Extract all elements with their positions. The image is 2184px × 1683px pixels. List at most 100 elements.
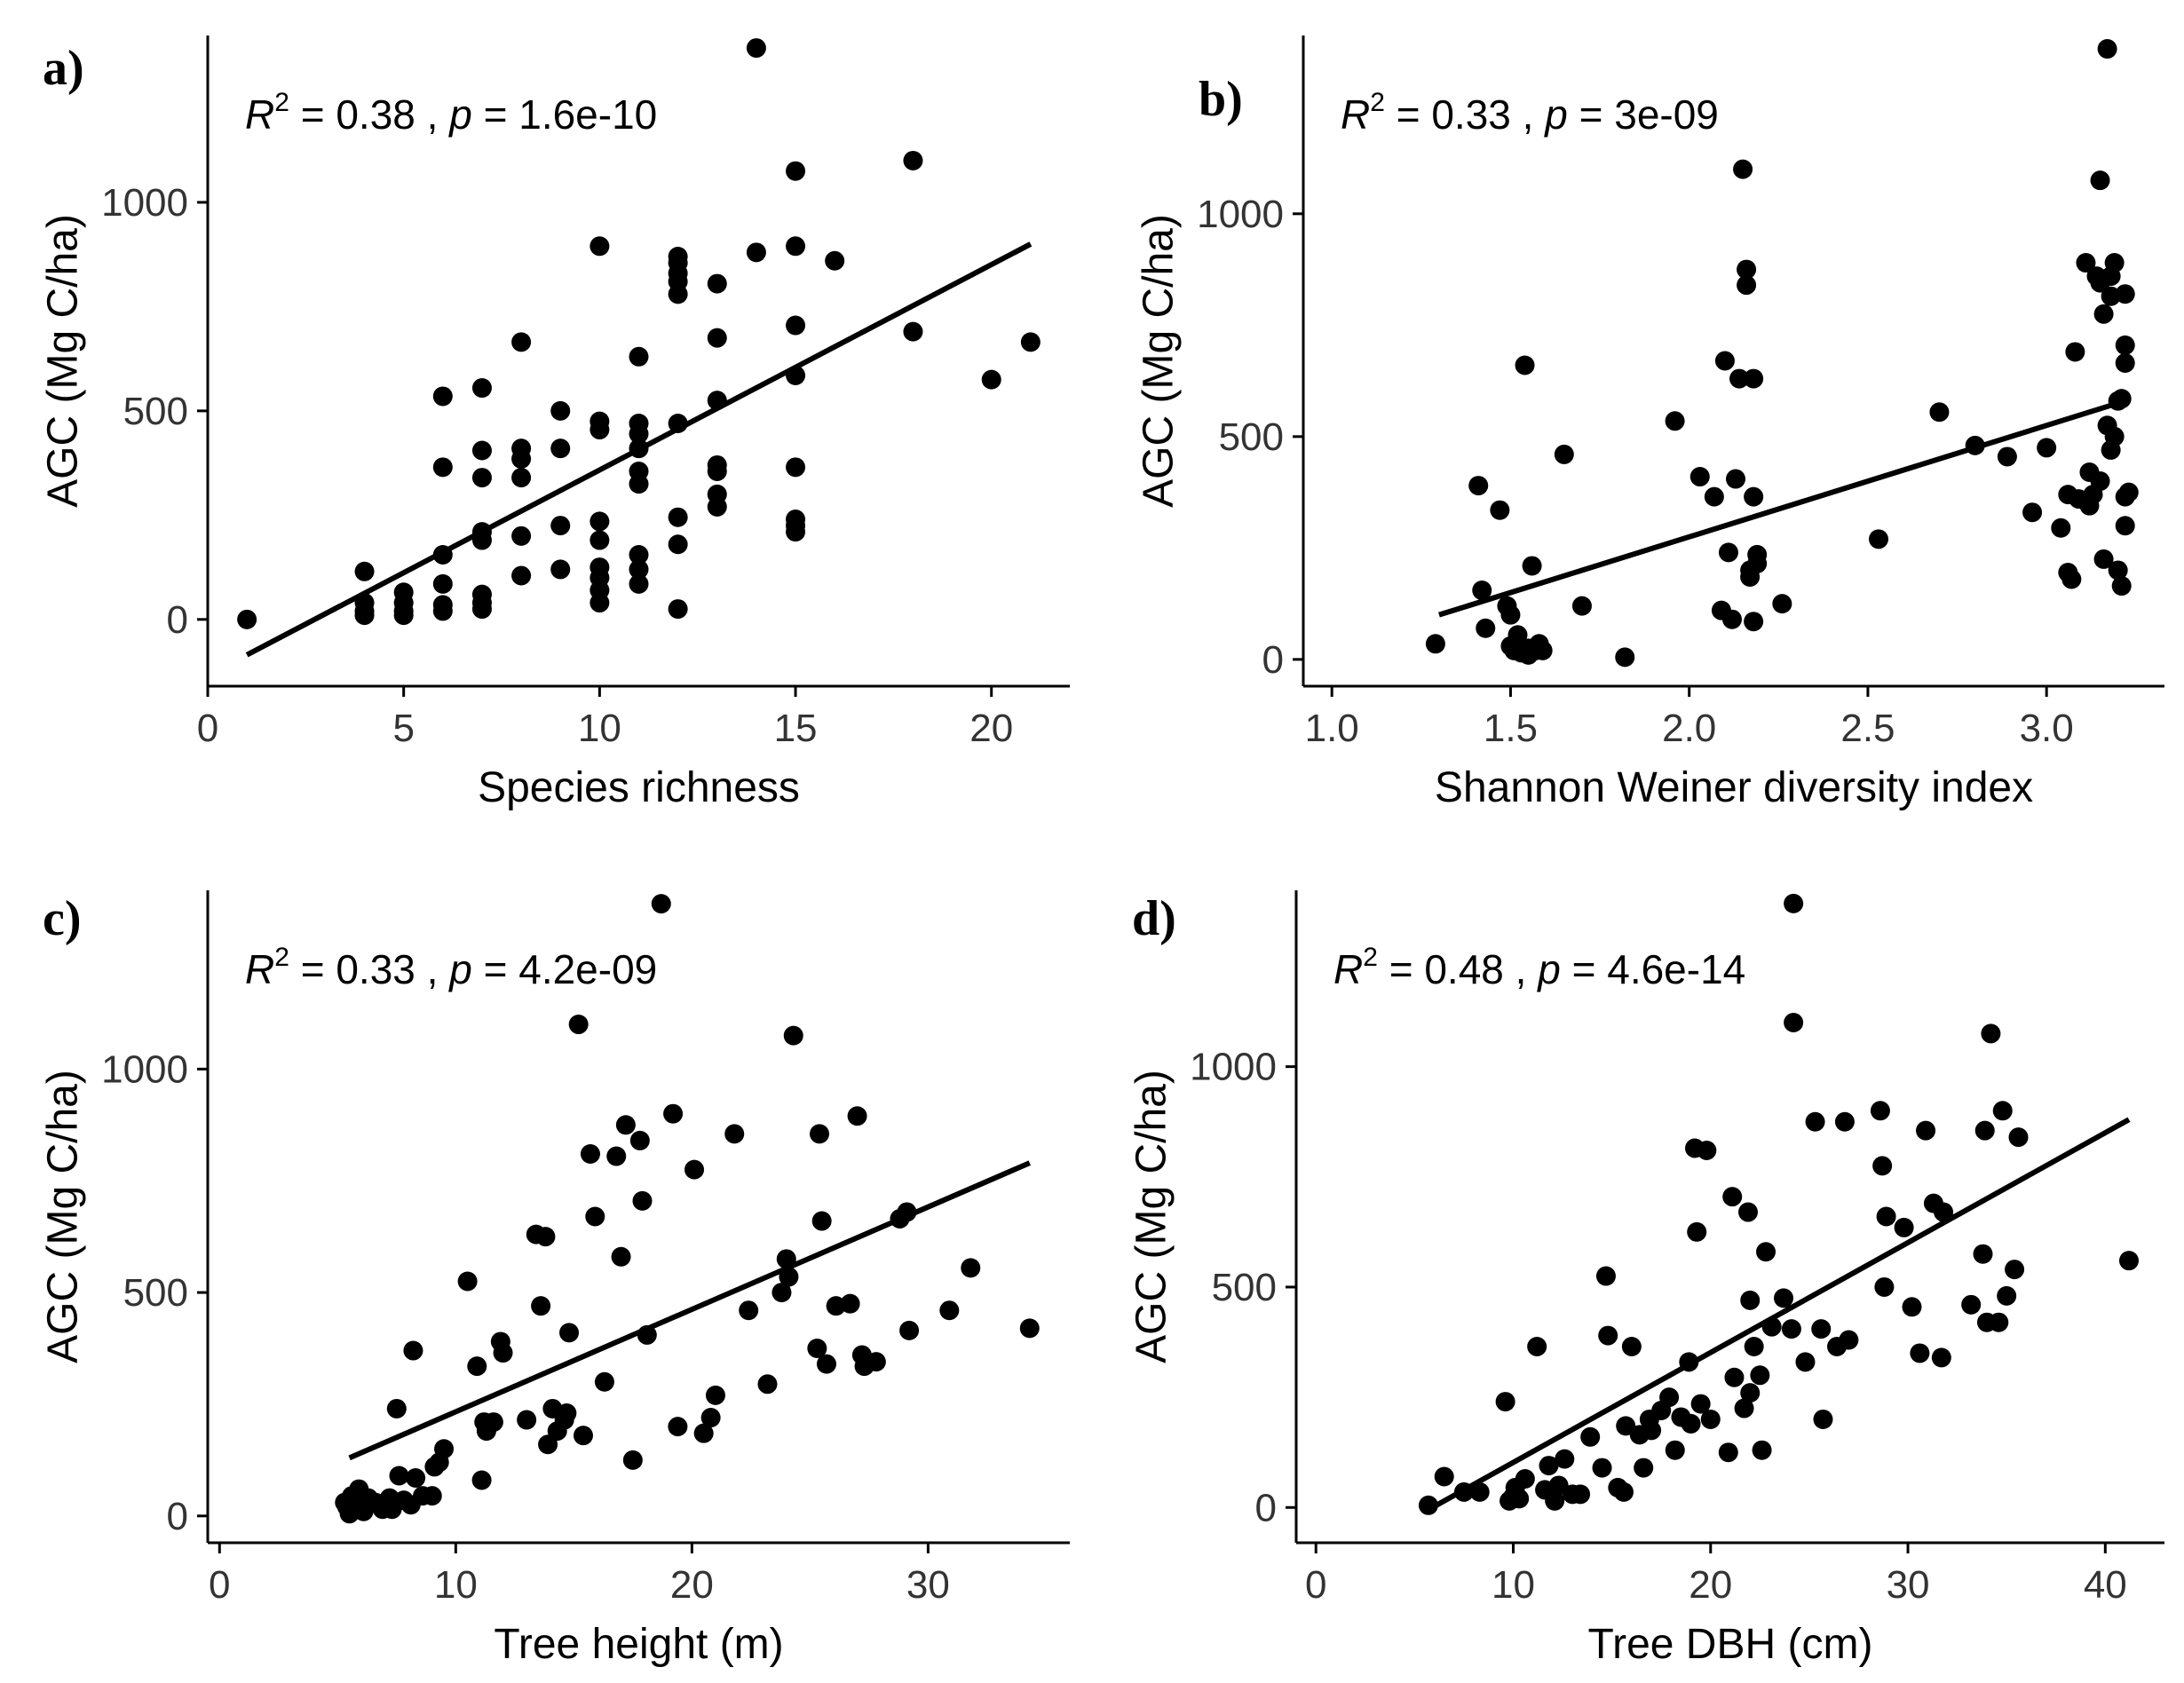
data-point [779, 1267, 799, 1287]
data-point [1418, 1495, 1438, 1515]
data-point [434, 1439, 455, 1459]
data-point [807, 1339, 827, 1359]
data-point [550, 559, 571, 580]
data-point [1580, 1426, 1601, 1447]
data-point [1724, 1367, 1745, 1387]
x-tick-label: 0 [209, 1563, 230, 1607]
data-point [1714, 351, 1735, 371]
data-point [1527, 1337, 1547, 1357]
data-point [1679, 1352, 1699, 1372]
x-tick-label: 1.5 [1484, 707, 1538, 750]
data-point [2008, 1127, 2029, 1148]
data-point [757, 1374, 778, 1395]
data-point [1729, 368, 1750, 389]
data-point [590, 593, 610, 613]
x-axis-title: Shannon Weiner diversity index [1435, 764, 2033, 811]
data-point [2104, 253, 2125, 273]
data-point [1469, 1482, 1490, 1502]
data-point [493, 1343, 513, 1363]
data-point [739, 1300, 759, 1321]
data-point [1689, 467, 1710, 487]
data-point [1476, 618, 1496, 638]
data-point [1515, 355, 1535, 375]
y-tick-label: 500 [123, 390, 188, 433]
data-point [1490, 500, 1510, 520]
data-point [816, 1354, 836, 1374]
data-point [724, 1124, 745, 1144]
data-point [1687, 1221, 1707, 1242]
panel-b-scatter-chart: 1.0 1.5 2.0 2.5 3.0 0 500 1000 Shannon Weiner di… [1136, 36, 2164, 811]
data-point [1704, 486, 1724, 507]
data-point [2118, 482, 2139, 502]
data-point [1839, 1330, 1859, 1350]
data-point [1784, 893, 1804, 913]
x-tick-label: 5 [392, 707, 414, 750]
data-point [1721, 609, 1742, 629]
data-point [629, 346, 649, 367]
data-point [668, 507, 688, 527]
data-point [467, 1356, 487, 1377]
data-point [629, 559, 649, 580]
y-tick-label: 0 [167, 1495, 188, 1538]
x-tick-label: 2.0 [1662, 707, 1716, 750]
data-point [615, 1115, 636, 1135]
data-point [2065, 342, 2085, 362]
data-point [1876, 1206, 1896, 1227]
data-point [1515, 1468, 1535, 1489]
data-point [1726, 469, 1746, 489]
data-point [354, 605, 375, 626]
stats-annotation: R2 = 0.33 , p = 3e-09 [1341, 88, 1719, 138]
data-point [594, 1371, 614, 1392]
data-point [432, 386, 453, 407]
data-point [389, 1466, 409, 1486]
data-point [354, 561, 375, 581]
y-tick-label: 500 [1219, 415, 1284, 459]
panel-letter: d) [1132, 891, 1176, 946]
data-point [511, 332, 532, 352]
data-point [1870, 1101, 1890, 1121]
data-point [961, 1258, 981, 1278]
data-point [629, 423, 649, 444]
data-point [1916, 1120, 1936, 1141]
data-point [786, 457, 806, 478]
data-point [2005, 1260, 2025, 1280]
y-axis-title: AGC (Mg C/ha) [40, 214, 87, 508]
data-point [1931, 1347, 1951, 1368]
data-point [1992, 1101, 2013, 1121]
data-point [535, 1227, 556, 1247]
data-point [1555, 1449, 1575, 1469]
data-point [590, 236, 610, 257]
data-point [1532, 640, 1553, 660]
data-point [1740, 1290, 1761, 1310]
data-point [1507, 625, 1528, 645]
data-point [1894, 1217, 1914, 1237]
data-point [1795, 1352, 1816, 1372]
data-point [1981, 1023, 2001, 1044]
data-point [1974, 1120, 1995, 1141]
data-point [1756, 1242, 1776, 1262]
data-point [422, 1486, 442, 1506]
data-point [471, 440, 492, 461]
data-point [1681, 1413, 1701, 1434]
data-point [1961, 1294, 1982, 1315]
panel-c-scatter-chart: 0 10 20 30 0 500 1000 Tree height (m) AGC (Mg C/… [40, 890, 1070, 1668]
data-point [1539, 1456, 1559, 1476]
data-point [1700, 1409, 1721, 1429]
x-axis-title: Species richness [478, 764, 800, 811]
data-point [684, 1159, 705, 1180]
data-point [2090, 170, 2110, 191]
data-point [1621, 1337, 1642, 1357]
data-point [1690, 1394, 1711, 1414]
data-point [1834, 1111, 1855, 1132]
y-tick-label: 0 [1255, 1486, 1277, 1529]
data-point [1665, 411, 1685, 431]
data-point [786, 522, 806, 542]
data-point [622, 1450, 643, 1470]
data-point [611, 1246, 631, 1267]
x-tick-label: 30 [1887, 1563, 1930, 1607]
data-point [2115, 335, 2135, 355]
data-point [2076, 253, 2096, 273]
data-point [1747, 544, 1768, 565]
regression-line [348, 1160, 1031, 1461]
data-point [707, 391, 727, 411]
